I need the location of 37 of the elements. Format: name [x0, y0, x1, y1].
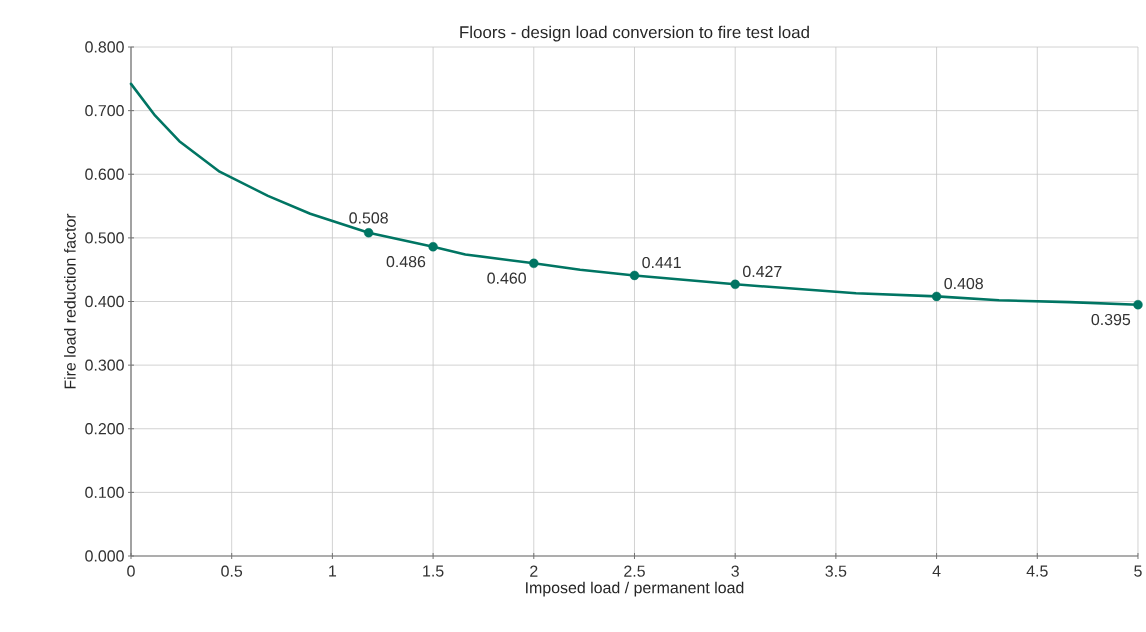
point — [730, 279, 740, 290]
y-tick-label: 0.100 — [85, 486, 124, 499]
data-label: 0.441 — [642, 256, 681, 269]
y-axis-title: Fire load reduction factor — [64, 213, 76, 389]
data-label: 0.427 — [743, 265, 782, 278]
y-tick-label: 0.300 — [85, 359, 124, 371]
x-tick-label: 0.5 — [221, 565, 243, 577]
x-tick-label: 2.5 — [624, 565, 645, 577]
data-label: 0.508 — [349, 212, 388, 224]
point — [1133, 299, 1143, 310]
y-tick-label: 0.400 — [85, 295, 124, 308]
x-tick-label: 1 — [329, 565, 337, 577]
data-label: 0.395 — [1091, 313, 1131, 326]
x-tick-label: 4 — [932, 565, 941, 577]
x-axis-title: Imposed load / permanent load — [526, 581, 744, 597]
x-tick-label: 2 — [530, 565, 538, 577]
x-tick-label: 3.5 — [825, 565, 847, 577]
chart-title: Floors - design load conversion to fire test load — [460, 25, 809, 42]
point — [363, 228, 374, 238]
x-tick-label: 3 — [731, 565, 739, 577]
x-tick-label: 4.5 — [1026, 565, 1048, 577]
x-tick-label: 1.5 — [423, 565, 444, 577]
data-label: 0.460 — [487, 272, 526, 284]
point — [931, 291, 942, 302]
y-tick-label: 0.800 — [85, 41, 124, 53]
x-tick-label: 0 — [127, 565, 135, 577]
data-label: 0.486 — [386, 255, 426, 268]
y-tick-label: 0.000 — [85, 550, 124, 562]
y-tick-label: 0.700 — [85, 104, 124, 117]
data-label: 0.408 — [944, 277, 983, 290]
x-tick-label: 5 — [1134, 565, 1142, 577]
point — [629, 270, 640, 281]
y-tick-label: 0.200 — [85, 423, 124, 435]
point — [428, 242, 438, 252]
y-tick-label: 0.600 — [85, 168, 124, 180]
y-tick-label: 0.500 — [85, 232, 124, 244]
point — [529, 258, 539, 269]
